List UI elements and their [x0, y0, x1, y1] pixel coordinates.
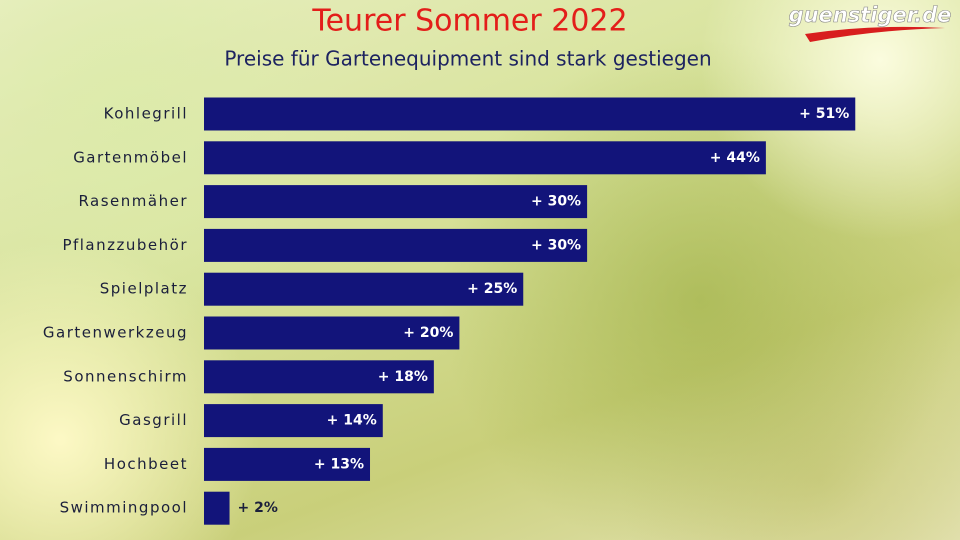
bar — [204, 447, 371, 481]
bar — [204, 491, 230, 525]
bar — [204, 228, 588, 262]
bar — [204, 316, 460, 350]
y-tick-label: Rasenmäher — [78, 192, 188, 210]
chart-title: Teurer Sommer 2022 — [311, 4, 627, 39]
y-tick-label: Gartenwerkzeug — [43, 324, 188, 342]
bar — [204, 272, 524, 306]
logo-swoosh — [805, 26, 945, 42]
y-tick-label: Spielplatz — [100, 280, 188, 298]
y-tick-label: Gartenmöbel — [73, 148, 188, 166]
value-label: + 30% — [531, 237, 581, 253]
chart-subtitle: Preise für Gartenequipment sind stark ge… — [224, 47, 711, 71]
logo: guenstiger.de — [789, 3, 952, 27]
value-label: + 44% — [710, 150, 760, 166]
y-tick-label: Swimmingpool — [60, 499, 188, 517]
bar — [204, 360, 434, 394]
value-label: + 14% — [327, 413, 377, 429]
value-label: + 30% — [531, 194, 581, 210]
value-label: + 13% — [314, 456, 364, 472]
bar — [204, 404, 383, 438]
y-tick-label: Gasgrill — [119, 411, 188, 429]
bar — [204, 141, 766, 175]
value-label: + 20% — [403, 325, 453, 341]
value-label: + 18% — [378, 369, 428, 385]
value-label: + 2% — [238, 500, 278, 516]
y-tick-label: Hochbeet — [104, 455, 188, 473]
y-tick-label: Kohlegrill — [104, 105, 188, 123]
y-tick-label: Pflanzzubehör — [62, 236, 188, 254]
value-label: + 25% — [467, 281, 517, 297]
value-label: + 51% — [799, 106, 849, 122]
bar — [204, 185, 588, 219]
y-tick-label: Sonnenschirm — [63, 367, 188, 385]
bar — [204, 97, 856, 131]
